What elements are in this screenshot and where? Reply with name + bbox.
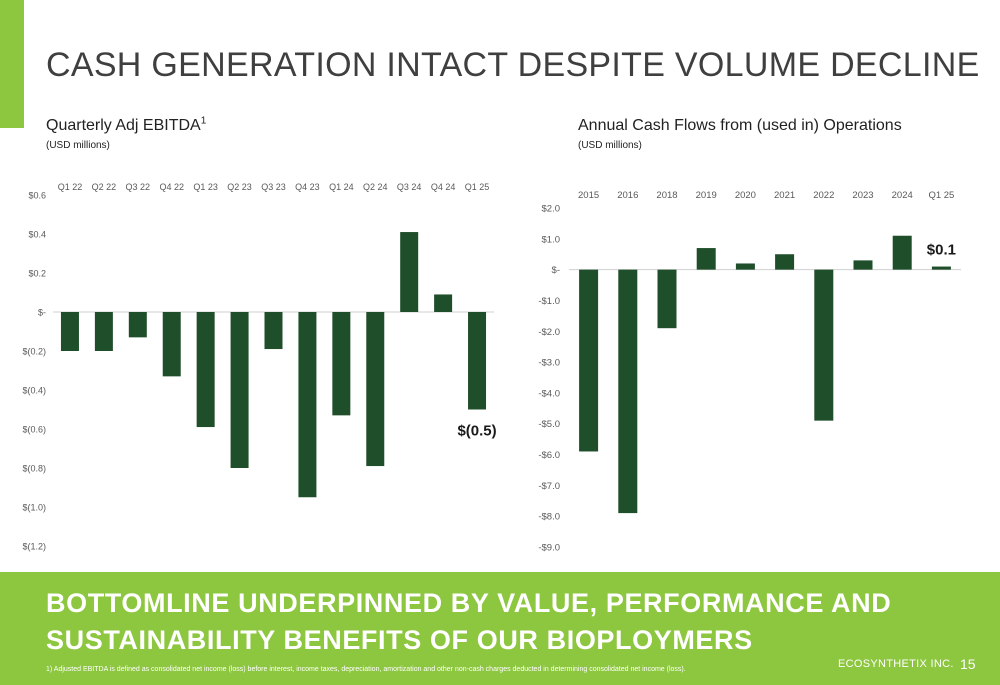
ebitda-bar bbox=[400, 232, 419, 312]
ebitda-bar bbox=[94, 312, 113, 351]
ebitda-bar bbox=[366, 312, 385, 467]
ebitda-y-tick-label: $0.6 bbox=[28, 191, 46, 201]
footnote: 1) Adjusted EBITDA is defined as consoli… bbox=[46, 666, 686, 673]
ebitda-category-label: Q1 23 bbox=[193, 182, 218, 192]
banner-line-2: SUSTAINABILITY BENEFITS OF OUR BIOPLOYME… bbox=[46, 625, 753, 655]
cashflow-category-label: 2016 bbox=[617, 190, 638, 201]
cashflow-category-label: 2024 bbox=[892, 190, 913, 201]
page-title: CASH GENERATION INTACT DESPITE VOLUME DE… bbox=[46, 46, 980, 84]
cashflow-y-tick-label: -$1.0 bbox=[538, 296, 560, 307]
cashflow-y-tick-label: -$5.0 bbox=[538, 419, 560, 430]
page-number: 15 bbox=[960, 656, 976, 672]
cashflow-bar bbox=[892, 235, 912, 270]
ebitda-category-label: Q3 24 bbox=[397, 182, 422, 192]
right-chart-heading: Annual Cash Flows from (used in) Operati… bbox=[578, 117, 902, 134]
ebitda-y-tick-label: $(1.0) bbox=[22, 503, 46, 513]
ebitda-y-tick-label: $- bbox=[38, 308, 46, 318]
ebitda-bar bbox=[162, 312, 181, 377]
cashflow-y-tick-label: -$4.0 bbox=[538, 388, 560, 399]
cashflow-category-label: 2022 bbox=[813, 190, 834, 201]
cashflow-bar bbox=[853, 260, 873, 270]
cashflow-y-tick-label: -$6.0 bbox=[538, 450, 560, 461]
cashflow-bar bbox=[775, 254, 795, 270]
ebitda-y-tick-label: $0.2 bbox=[28, 269, 46, 279]
ebitda-category-label: Q2 24 bbox=[363, 182, 388, 192]
company-name: ECOSYNTHETIX INC. bbox=[838, 658, 954, 670]
cashflow-category-label: Q1 25 bbox=[928, 190, 954, 201]
cashflow-bar bbox=[696, 248, 716, 270]
ebitda-category-label: Q4 23 bbox=[295, 182, 320, 192]
cashflow-category-label: 2018 bbox=[656, 190, 677, 201]
banner-line-1: BOTTOMLINE UNDERPINNED BY VALUE, PERFORM… bbox=[46, 588, 892, 618]
ebitda-bar bbox=[468, 312, 487, 410]
ebitda-y-tick-label: $(1.2) bbox=[22, 542, 46, 552]
annual-cash-flow-chart: $2.0 $1.0 $- -$1.0 -$2.0 -$3.0 -$4.0 -$5.0 -$6.0… bbox=[538, 190, 961, 554]
cashflow-y-tick-label: -$7.0 bbox=[538, 481, 560, 492]
cashflow-category-label: 2019 bbox=[696, 190, 717, 201]
ebitda-category-label: Q2 23 bbox=[227, 182, 252, 192]
cashflow-bar bbox=[657, 269, 677, 329]
ebitda-category-label: Q4 22 bbox=[159, 182, 184, 192]
cashflow-bar bbox=[735, 263, 755, 270]
cashflow-category-label: 2015 bbox=[578, 190, 599, 201]
ebitda-bar bbox=[230, 312, 249, 468]
cashflow-y-tick-label: -$8.0 bbox=[538, 512, 560, 523]
quarterly-ebitda-chart: $0.6 $0.4 $0.2 $- $(0.2) $(0.4) $(0.6) $(0.8) $(… bbox=[22, 182, 496, 552]
ebitda-bar bbox=[60, 312, 79, 351]
bottom-banner: BOTTOMLINE UNDERPINNED BY VALUE, PERFORM… bbox=[0, 572, 1000, 685]
cashflow-y-tick-label: -$9.0 bbox=[538, 543, 560, 554]
cashflow-bar bbox=[579, 269, 599, 452]
ebitda-bar bbox=[196, 312, 215, 428]
ebitda-category-label: Q1 24 bbox=[329, 182, 354, 192]
ebitda-y-tick-label: $(0.4) bbox=[22, 386, 46, 396]
ebitda-y-tick-label: $0.4 bbox=[28, 230, 46, 240]
ebitda-category-label: Q1 25 bbox=[465, 182, 490, 192]
ebitda-category-label: Q4 24 bbox=[431, 182, 456, 192]
ebitda-category-label: Q3 22 bbox=[126, 182, 151, 192]
cashflow-bar bbox=[814, 269, 834, 421]
accent-bar bbox=[0, 0, 24, 128]
cashflow-y-tick-label: $- bbox=[552, 265, 560, 276]
ebitda-y-tick-label: $(0.8) bbox=[22, 464, 46, 474]
ebitda-bar bbox=[264, 312, 283, 350]
ebitda-category-label: Q3 23 bbox=[261, 182, 286, 192]
footnote-mark: 1 bbox=[200, 115, 207, 127]
right-chart-subheading: (USD millions) bbox=[578, 140, 642, 151]
cashflow-y-tick-label: $1.0 bbox=[542, 234, 561, 245]
ebitda-category-label: Q2 22 bbox=[92, 182, 117, 192]
left-chart-heading: Quarterly Adj EBITDA1 bbox=[46, 115, 207, 135]
cashflow-category-label: 2021 bbox=[774, 190, 795, 201]
cashflow-bar bbox=[618, 269, 638, 514]
left-chart-subheading: (USD millions) bbox=[46, 140, 110, 151]
ebitda-category-label: Q1 22 bbox=[58, 182, 83, 192]
cashflow-y-tick-label: -$3.0 bbox=[538, 358, 560, 369]
ebitda-y-tick-label: $(0.2) bbox=[22, 347, 46, 357]
ebitda-data-label: $(0.5) bbox=[457, 423, 496, 440]
ebitda-bar bbox=[128, 312, 147, 338]
cashflow-category-label: 2020 bbox=[735, 190, 756, 201]
cashflow-bar bbox=[931, 266, 951, 270]
cashflow-y-tick-label: $2.0 bbox=[542, 204, 561, 215]
cashflow-data-label: $0.1 bbox=[927, 242, 956, 259]
cashflow-category-label: 2023 bbox=[852, 190, 873, 201]
ebitda-bar bbox=[298, 312, 317, 498]
ebitda-bar bbox=[434, 294, 453, 312]
cashflow-y-tick-label: -$2.0 bbox=[538, 327, 560, 338]
ebitda-bar bbox=[332, 312, 351, 416]
ebitda-y-tick-label: $(0.6) bbox=[22, 425, 46, 435]
left-chart-heading-text: Quarterly Adj EBITDA bbox=[46, 117, 201, 134]
